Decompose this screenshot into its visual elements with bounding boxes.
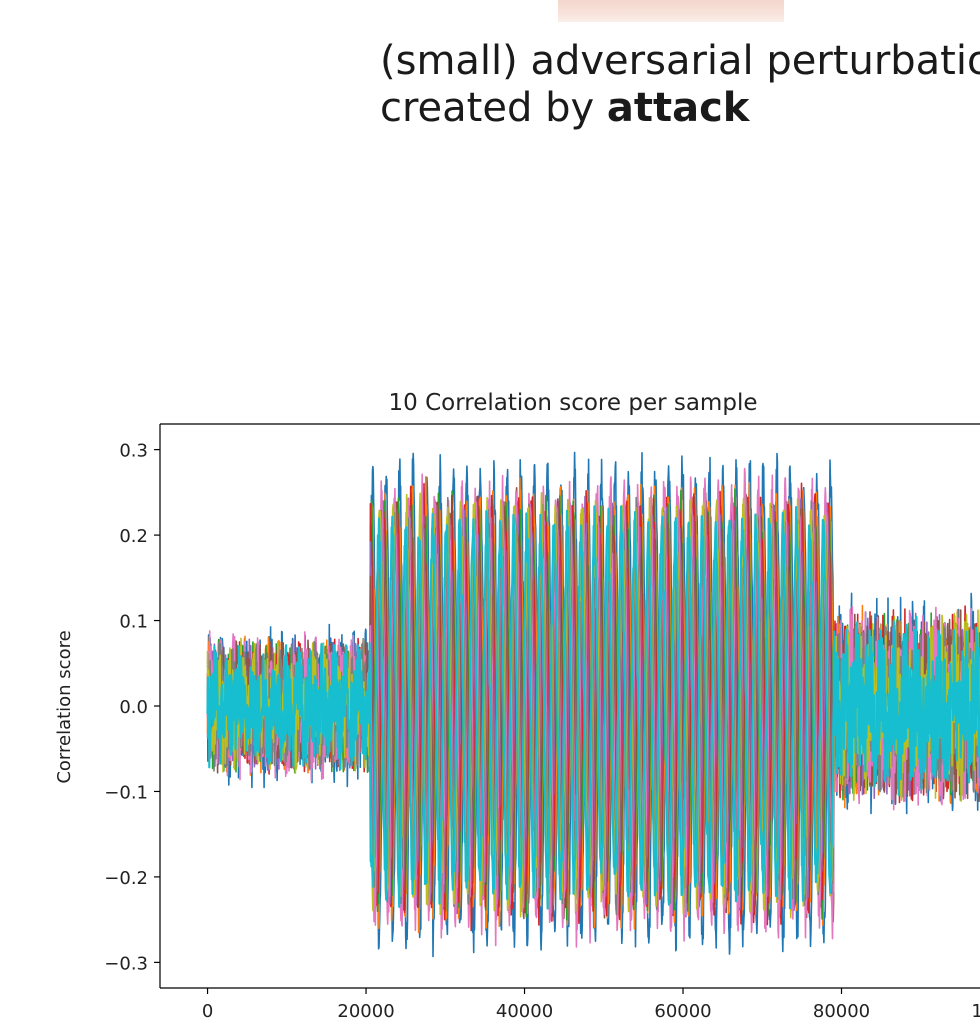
caption-line-2: created by attack [380, 85, 980, 132]
slide-caption: (small) adversarial perturbatio created … [380, 38, 980, 132]
caption-prefix: created by [380, 85, 607, 131]
chart-title: 10 Correlation score per sample [389, 390, 758, 416]
y-tick-label: 0.1 [119, 612, 148, 633]
x-tick-label: 0 [202, 1001, 213, 1022]
x-tick-label: 60000 [654, 1001, 711, 1022]
slide-image-thumbnail [558, 0, 784, 22]
y-axis-label: Correlation score [54, 630, 75, 783]
series-line-10 [206, 505, 980, 910]
y-tick-label: 0.2 [119, 526, 148, 547]
x-tick-label: 40000 [496, 1001, 553, 1022]
axes: 0.3 0.2 0.1 0.0 −0.1 −0.2 −0.3 0 20000 40000 60000… [104, 423, 980, 1022]
y-tick-label: −0.1 [104, 782, 148, 803]
y-tick-label: 0.3 [119, 441, 148, 462]
caption-line-1: (small) adversarial perturbatio [380, 38, 980, 84]
series-lines [206, 451, 980, 958]
x-tick-label: 10000 [971, 1001, 980, 1022]
y-tick-label: 0.0 [119, 697, 148, 718]
caption-bold-word: attack [606, 85, 750, 131]
y-tick-label: −0.3 [104, 953, 148, 974]
x-tick-label: 80000 [813, 1001, 870, 1022]
y-tick-label: −0.2 [104, 868, 148, 889]
x-tick-label: 20000 [337, 1001, 394, 1022]
